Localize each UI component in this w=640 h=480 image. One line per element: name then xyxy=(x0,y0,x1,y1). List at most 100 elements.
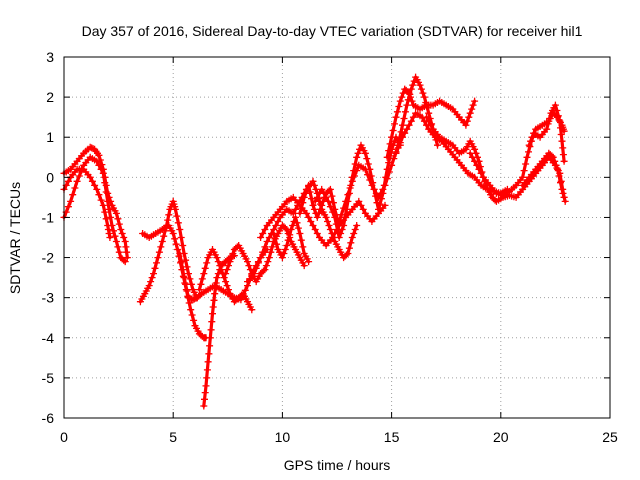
data-point xyxy=(210,296,218,304)
data-point xyxy=(93,185,101,193)
data-point xyxy=(353,167,361,175)
x-axis-label: GPS time / hours xyxy=(284,457,391,473)
data-point xyxy=(347,239,355,247)
satellite-track-11-trace xyxy=(259,195,387,248)
data-point xyxy=(67,197,75,205)
data-point xyxy=(417,85,425,93)
data-point xyxy=(287,226,295,233)
data-point xyxy=(151,264,159,272)
data-point xyxy=(527,137,535,145)
data-point xyxy=(64,177,72,185)
data-point xyxy=(296,230,304,237)
data-point xyxy=(548,152,556,160)
data-point xyxy=(405,89,413,97)
data-point xyxy=(556,117,564,125)
satellite-track-8 xyxy=(195,246,256,314)
data-point xyxy=(179,242,187,249)
satellite-track-7 xyxy=(200,252,238,410)
data-point xyxy=(388,161,396,169)
data-point xyxy=(160,232,168,240)
data-point xyxy=(183,287,191,295)
data-point xyxy=(423,113,430,121)
data-point xyxy=(114,215,122,223)
satellite-track-2-trace xyxy=(62,145,129,260)
data-point xyxy=(354,149,362,157)
data-point xyxy=(305,258,313,266)
data-point xyxy=(216,262,224,270)
data-point xyxy=(396,97,404,105)
data-point xyxy=(198,275,206,283)
data-point xyxy=(381,201,389,209)
y-tick-label: -3 xyxy=(42,290,55,306)
x-tick-label: 10 xyxy=(275,429,291,445)
data-point xyxy=(364,171,372,179)
data-point xyxy=(225,262,232,270)
data-point xyxy=(528,133,536,141)
data-point xyxy=(466,149,474,157)
data-point xyxy=(263,238,271,245)
data-point xyxy=(186,275,194,283)
data-point xyxy=(95,151,103,159)
data-point xyxy=(271,235,279,243)
data-point xyxy=(107,197,115,205)
data-point xyxy=(280,250,288,257)
data-point xyxy=(558,137,566,145)
data-point xyxy=(302,189,310,197)
satellite-track-3 xyxy=(60,165,114,241)
data-point xyxy=(217,266,225,274)
data-point xyxy=(254,259,262,267)
y-tick-label: -6 xyxy=(42,410,55,426)
data-point xyxy=(104,226,112,233)
data-point xyxy=(299,243,307,251)
data-point xyxy=(220,274,228,282)
x-axis-tick-labels: 0 5 10 15 20 25 xyxy=(60,429,618,445)
data-point xyxy=(325,187,333,195)
data-point xyxy=(366,176,374,184)
data-point xyxy=(552,161,560,169)
chart-title: Day 357 of 2016, Sidereal Day-to-day VTE… xyxy=(82,23,583,39)
data-point xyxy=(261,243,269,251)
satellite-track-19 xyxy=(519,149,569,205)
data-point xyxy=(283,242,291,249)
data-point xyxy=(106,234,114,241)
data-point xyxy=(206,334,214,342)
data-point xyxy=(293,219,301,227)
data-point xyxy=(357,201,365,209)
data-point xyxy=(313,193,321,201)
data-point xyxy=(182,280,190,288)
data-point xyxy=(370,185,378,193)
data-point xyxy=(385,168,393,176)
data-point xyxy=(261,266,269,274)
data-point xyxy=(123,254,131,262)
data-point xyxy=(468,153,476,161)
data-point xyxy=(407,93,414,101)
data-point xyxy=(337,230,345,237)
data-point xyxy=(305,213,313,221)
satellite-track-15 xyxy=(392,109,511,197)
data-point xyxy=(404,88,412,96)
data-point xyxy=(471,157,479,165)
data-point xyxy=(205,350,213,358)
data-point xyxy=(107,213,115,221)
data-point xyxy=(399,133,406,141)
data-point xyxy=(222,278,230,286)
data-point xyxy=(345,244,353,252)
data-point xyxy=(115,220,123,228)
data-point xyxy=(561,197,569,205)
data-point xyxy=(325,222,333,229)
data-point xyxy=(120,256,128,264)
y-tick-label: -2 xyxy=(42,250,55,266)
data-point xyxy=(267,248,275,256)
data-point xyxy=(173,212,181,220)
data-point xyxy=(88,177,96,185)
data-point xyxy=(392,149,400,157)
data-point xyxy=(318,185,326,193)
data-point xyxy=(171,235,179,243)
x-tick-label: 15 xyxy=(384,429,400,445)
data-point xyxy=(281,246,289,253)
data-point xyxy=(344,250,352,257)
data-point xyxy=(211,284,219,292)
data-point xyxy=(416,81,424,89)
data-point xyxy=(471,145,479,153)
data-point xyxy=(388,133,396,141)
